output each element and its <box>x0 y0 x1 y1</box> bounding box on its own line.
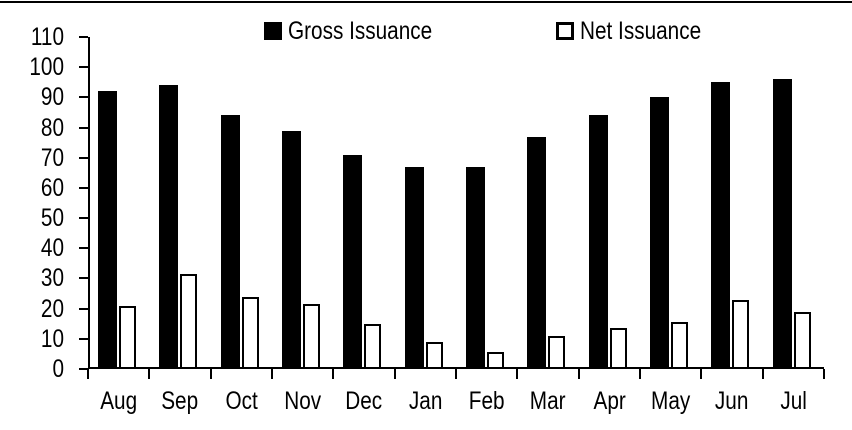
y-tick-label-100: 100 <box>29 53 65 82</box>
net-bar-jun <box>732 299 750 369</box>
y-tick-10 <box>79 337 88 340</box>
net-bar-apr <box>609 328 627 369</box>
net-bar-feb <box>487 352 504 369</box>
gross-bar-jul <box>772 79 792 369</box>
y-tick-0 <box>79 368 88 370</box>
x-tick-5 <box>393 369 396 379</box>
y-tick-label-20: 20 <box>40 294 64 323</box>
month-label-sep: Sep <box>161 387 199 415</box>
legend-label-net-issuance: Net Issuance <box>580 17 702 45</box>
y-tick-label-40: 40 <box>40 234 64 263</box>
x-tick-0 <box>87 369 89 379</box>
x-tick-9 <box>639 369 641 379</box>
y-tick-80 <box>79 126 88 129</box>
x-tick-11 <box>761 369 764 379</box>
month-label-oct: Oct <box>225 387 258 415</box>
gross-bar-mar <box>527 136 547 369</box>
gross-bar-sep <box>159 85 179 369</box>
y-tick-label-60: 60 <box>40 173 64 202</box>
month-label-may: May <box>651 387 691 415</box>
y-tick-60 <box>79 186 88 189</box>
y-tick-70 <box>79 156 88 159</box>
gross-issuance-swatch-icon <box>264 22 282 40</box>
x-tick-7 <box>516 369 519 379</box>
net-issuance-swatch-icon <box>556 22 574 40</box>
y-tick-100 <box>79 66 88 69</box>
net-bar-jul <box>793 311 811 369</box>
x-tick-6 <box>455 369 457 379</box>
gross-bar-may <box>650 97 669 369</box>
net-bar-dec <box>364 323 382 369</box>
net-bar-mar <box>548 335 566 369</box>
net-bar-may <box>671 322 688 369</box>
net-bar-aug <box>119 305 136 369</box>
gross-bar-nov <box>282 130 301 369</box>
y-tick-50 <box>79 217 88 220</box>
y-tick-30 <box>79 277 88 280</box>
month-label-jul: Jul <box>780 387 807 415</box>
y-tick-110 <box>79 36 88 38</box>
month-label-aug: Aug <box>100 387 138 415</box>
month-label-dec: Dec <box>345 387 383 415</box>
month-label-apr: Apr <box>593 387 626 415</box>
y-tick-label-80: 80 <box>40 113 64 142</box>
y-tick-label-70: 70 <box>40 143 64 172</box>
month-label-mar: Mar <box>530 387 566 415</box>
net-bar-jan <box>425 341 443 369</box>
legend-label-gross-issuance: Gross Issuance <box>288 17 433 45</box>
x-tick-10 <box>700 369 703 379</box>
gross-bar-aug <box>98 91 117 369</box>
net-bar-nov <box>303 304 320 369</box>
gross-bar-apr <box>588 115 608 369</box>
y-tick-90 <box>79 96 88 99</box>
x-tick-1 <box>148 369 151 379</box>
legend-item-gross-issuance: Gross Issuance <box>264 17 462 45</box>
y-tick-label-0: 0 <box>52 355 64 383</box>
y-tick-label-110: 110 <box>30 23 65 51</box>
gross-bar-jun <box>711 82 731 369</box>
y-tick-label-90: 90 <box>40 83 64 112</box>
y-tick-label-30: 30 <box>40 264 64 293</box>
x-tick-4 <box>332 369 335 379</box>
x-tick-12 <box>823 369 825 379</box>
net-bar-sep <box>180 273 198 369</box>
month-label-nov: Nov <box>284 387 322 415</box>
y-tick-label-50: 50 <box>40 204 64 233</box>
plot-area <box>88 37 824 369</box>
chart-top-border <box>0 1 852 3</box>
y-tick-label-10: 10 <box>40 324 64 353</box>
y-tick-20 <box>79 307 88 310</box>
month-label-jun: Jun <box>715 387 749 415</box>
y-tick-40 <box>79 247 88 250</box>
x-tick-3 <box>271 369 273 379</box>
x-tick-8 <box>577 369 580 379</box>
legend-item-net-issuance: Net Issuance <box>556 17 726 45</box>
gross-bar-dec <box>343 154 363 369</box>
gross-bar-feb <box>466 166 485 369</box>
month-label-jan: Jan <box>408 387 443 415</box>
x-tick-2 <box>209 369 212 379</box>
month-label-feb: Feb <box>468 387 505 415</box>
gross-bar-jan <box>404 166 424 369</box>
gross-bar-oct <box>220 115 240 369</box>
net-bar-oct <box>241 296 259 369</box>
